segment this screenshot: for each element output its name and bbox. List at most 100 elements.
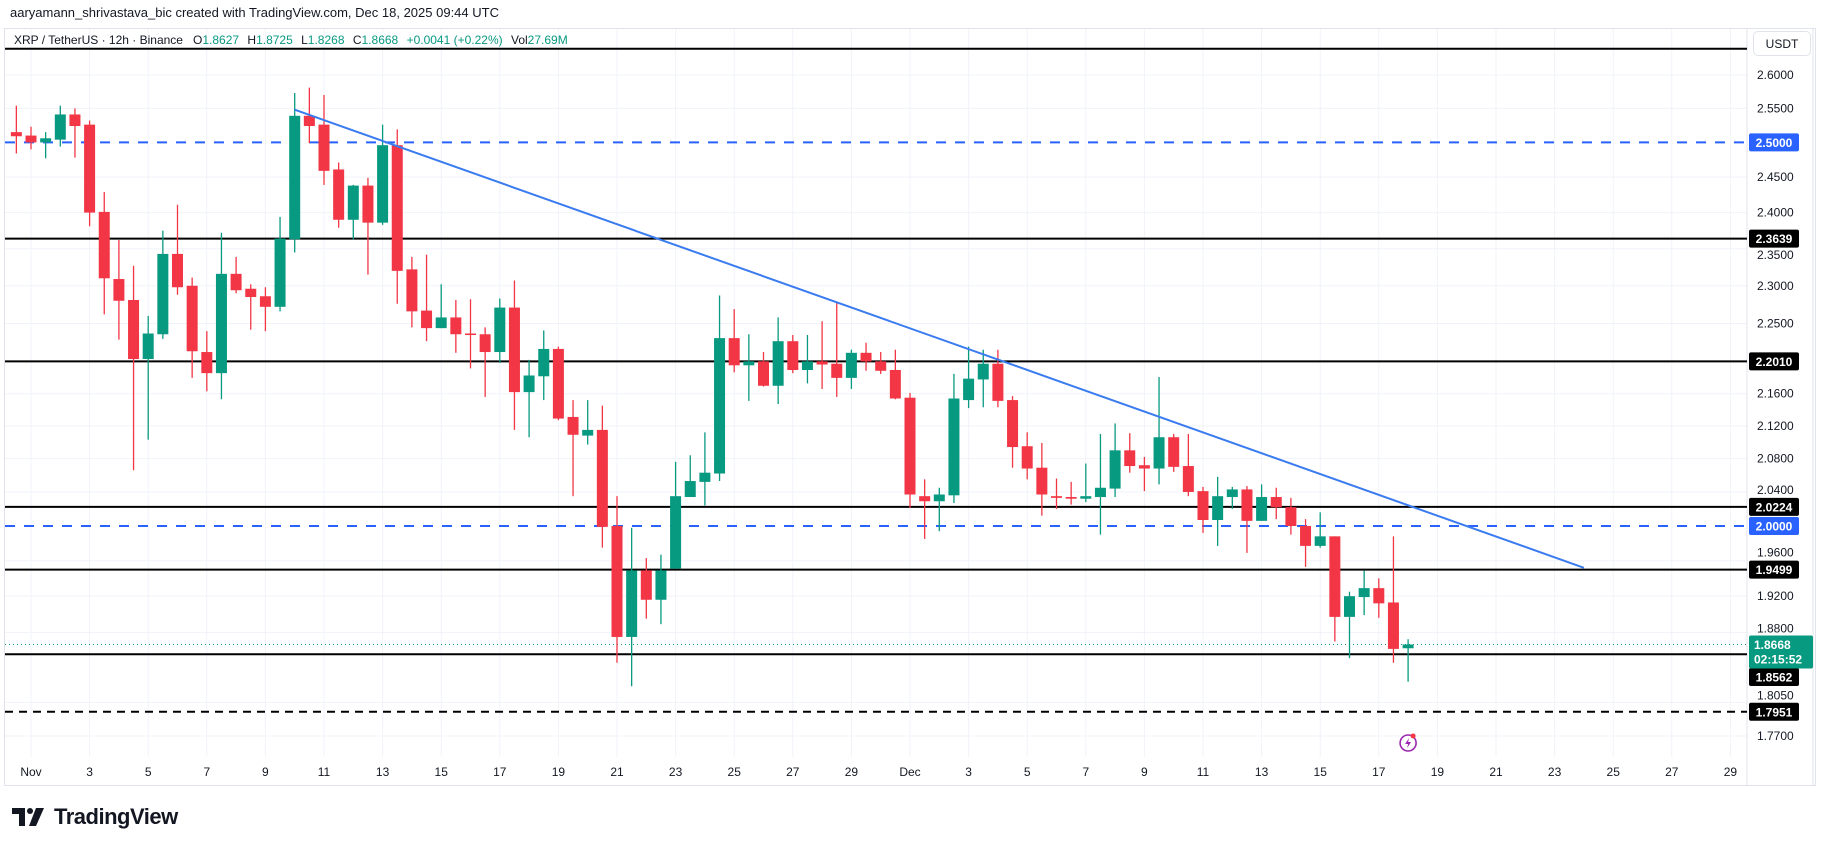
candle[interactable] xyxy=(611,496,623,663)
candle[interactable] xyxy=(875,352,887,374)
candle[interactable] xyxy=(1358,570,1370,616)
candle[interactable] xyxy=(1094,433,1106,535)
candle[interactable] xyxy=(84,120,96,227)
candle[interactable] xyxy=(508,280,520,430)
candle[interactable] xyxy=(25,126,37,150)
candle[interactable] xyxy=(743,334,755,401)
candle[interactable] xyxy=(406,256,418,328)
candle[interactable] xyxy=(347,184,359,240)
candle[interactable] xyxy=(567,400,579,497)
candle[interactable] xyxy=(1256,484,1268,521)
candle[interactable] xyxy=(259,287,271,332)
candle[interactable] xyxy=(1314,512,1326,548)
candle[interactable] xyxy=(772,317,784,405)
candle[interactable] xyxy=(831,303,843,397)
candle[interactable] xyxy=(1124,433,1136,473)
candle[interactable] xyxy=(655,554,667,625)
candle[interactable] xyxy=(523,359,535,438)
candle[interactable] xyxy=(172,204,183,295)
time-axis[interactable]: Nov 3 5 7 9 11 13 15 17 19 21 23 25 27 29 Dec 3 5 7 9 11 13 15… xyxy=(20,765,1737,779)
candle[interactable] xyxy=(919,479,931,539)
candle[interactable] xyxy=(1168,433,1180,472)
candle[interactable] xyxy=(758,352,769,387)
candle[interactable] xyxy=(98,191,110,315)
candle[interactable] xyxy=(128,265,140,471)
tradingview-logo[interactable]: TradingView xyxy=(12,804,178,830)
candle[interactable] xyxy=(54,105,66,147)
candle[interactable] xyxy=(333,162,345,228)
candle[interactable] xyxy=(186,277,198,378)
candle[interactable] xyxy=(801,335,813,384)
candle[interactable] xyxy=(465,299,476,369)
price-axis[interactable]: 2.6000 2.5500 2.4500 2.4000 2.3500 2.3000 2.25… xyxy=(1757,68,1794,743)
candle[interactable] xyxy=(1285,497,1297,535)
candle[interactable] xyxy=(1226,486,1238,509)
candle[interactable] xyxy=(274,216,286,312)
candle[interactable] xyxy=(69,108,81,158)
candle[interactable] xyxy=(157,230,169,339)
candle[interactable] xyxy=(640,558,652,619)
candle[interactable] xyxy=(494,298,506,363)
candle[interactable] xyxy=(1270,487,1282,520)
candle[interactable] xyxy=(728,309,740,373)
candle[interactable] xyxy=(977,349,989,408)
candle[interactable] xyxy=(538,330,550,401)
candle[interactable] xyxy=(1109,423,1121,498)
candle[interactable] xyxy=(289,92,301,253)
candle[interactable] xyxy=(215,232,227,400)
candle[interactable] xyxy=(948,373,960,503)
candle[interactable] xyxy=(113,240,125,340)
candle[interactable] xyxy=(1387,536,1399,663)
candle[interactable] xyxy=(1241,486,1253,553)
candle[interactable] xyxy=(362,177,374,275)
candle[interactable] xyxy=(1080,463,1092,503)
candle[interactable] xyxy=(1065,481,1077,505)
candle[interactable] xyxy=(684,455,696,498)
currency-button[interactable]: USDT xyxy=(1753,31,1811,56)
candle[interactable] xyxy=(10,105,22,154)
candle[interactable] xyxy=(860,342,872,371)
candle[interactable] xyxy=(1007,396,1019,468)
candle[interactable] xyxy=(1212,476,1224,546)
candle[interactable] xyxy=(845,349,857,389)
candle[interactable] xyxy=(450,300,462,353)
candle[interactable] xyxy=(1373,578,1385,618)
candle[interactable] xyxy=(963,346,975,409)
candle[interactable] xyxy=(816,321,828,389)
lightning-event-icon[interactable] xyxy=(1399,733,1417,752)
candle[interactable] xyxy=(1300,519,1312,567)
candle[interactable] xyxy=(201,331,213,392)
candle[interactable] xyxy=(1344,591,1355,659)
candle[interactable] xyxy=(1402,639,1414,682)
candle[interactable] xyxy=(391,129,403,304)
candle[interactable] xyxy=(626,527,638,687)
candle[interactable] xyxy=(699,432,711,506)
candle[interactable] xyxy=(435,284,447,329)
candle[interactable] xyxy=(1182,433,1194,497)
candle[interactable] xyxy=(1036,442,1048,516)
candle[interactable] xyxy=(1329,536,1341,642)
candle[interactable] xyxy=(245,284,257,330)
candle[interactable] xyxy=(1153,377,1165,485)
candle[interactable] xyxy=(552,346,564,421)
candle[interactable] xyxy=(421,254,433,342)
candle[interactable] xyxy=(904,392,916,509)
candle[interactable] xyxy=(670,461,682,569)
candle[interactable] xyxy=(1138,456,1150,492)
candle[interactable] xyxy=(889,349,901,400)
candle[interactable] xyxy=(318,94,330,185)
candle[interactable] xyxy=(1051,478,1062,509)
trend-line[interactable] xyxy=(294,108,1585,569)
candle[interactable] xyxy=(142,315,154,440)
candle[interactable] xyxy=(933,487,945,532)
candle[interactable] xyxy=(714,295,726,482)
candle[interactable] xyxy=(1021,432,1033,480)
candle[interactable] xyxy=(787,335,799,374)
candle[interactable] xyxy=(230,256,242,294)
symbol-title[interactable]: XRP / TetherUS · 12h · Binance xyxy=(14,33,183,47)
candle[interactable] xyxy=(596,405,608,548)
candle[interactable] xyxy=(1197,486,1209,533)
candle[interactable] xyxy=(40,132,52,159)
candle[interactable] xyxy=(582,400,594,445)
